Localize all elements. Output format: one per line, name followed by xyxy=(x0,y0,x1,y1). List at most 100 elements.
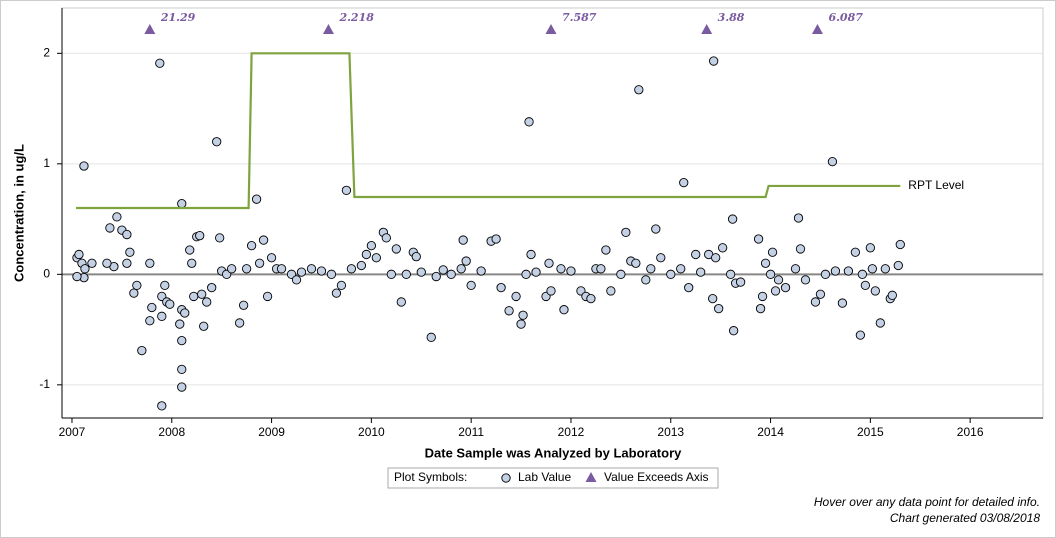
lab-value-point xyxy=(546,286,556,296)
lab-value-point xyxy=(426,332,436,342)
lab-value-point xyxy=(504,306,514,316)
lab-value-point xyxy=(767,247,778,257)
lab-value-point xyxy=(112,212,122,222)
lab-value-point xyxy=(709,56,719,66)
legend-label: Lab Value xyxy=(518,470,571,484)
lab-value-point xyxy=(326,269,337,279)
lab-value-point xyxy=(556,264,566,274)
lab-value-point xyxy=(476,266,486,276)
lab-value-point xyxy=(411,252,421,262)
lab-value-point xyxy=(860,280,871,291)
lab-value-point xyxy=(684,282,694,293)
lab-value-point xyxy=(234,318,245,328)
line-label: RPT Level xyxy=(908,178,964,192)
exceeds-label: 7.587 xyxy=(562,11,597,24)
lab-value-point xyxy=(207,282,217,293)
lab-value-point xyxy=(361,249,372,260)
lab-value-point xyxy=(132,280,142,291)
x-tick-label: 2009 xyxy=(258,425,285,439)
lab-value-point xyxy=(837,298,848,308)
x-tick-label: 2015 xyxy=(857,425,884,439)
lab-value-point xyxy=(177,382,187,392)
lab-value-point xyxy=(79,161,89,171)
lab-value-point xyxy=(790,264,801,274)
lab-value-point xyxy=(336,280,347,291)
lab-value-point xyxy=(157,401,167,411)
rpt-level-line xyxy=(75,52,901,210)
x-tick-label: 2008 xyxy=(158,425,185,439)
lab-value-point xyxy=(195,231,205,241)
lab-value-point xyxy=(755,303,766,314)
lab-value-point xyxy=(793,213,804,223)
lab-value-point xyxy=(795,244,806,254)
lab-value-point xyxy=(438,265,448,275)
lab-value-point xyxy=(524,117,534,127)
y-tick-label: 2 xyxy=(43,45,50,59)
lab-value-point xyxy=(145,316,155,326)
y-tick-label: 1 xyxy=(43,156,50,170)
lab-value-point xyxy=(125,247,135,257)
lab-value-point xyxy=(87,258,97,268)
lab-value-point xyxy=(760,258,771,268)
exceeds-label: 21.29 xyxy=(160,11,196,24)
lab-value-point xyxy=(559,305,569,315)
exceeds-label: 6.087 xyxy=(828,11,863,24)
lab-value-point xyxy=(227,264,237,274)
lab-value-point xyxy=(391,244,401,254)
lab-value-point xyxy=(102,258,112,268)
lab-value-point xyxy=(241,264,252,274)
lab-value-point xyxy=(696,267,706,277)
legend-symbol xyxy=(501,473,511,483)
lab-value-point xyxy=(416,267,426,277)
lab-value-point xyxy=(254,258,265,268)
lab-value-point xyxy=(521,269,531,279)
lab-value-point xyxy=(177,335,187,346)
lab-value-point xyxy=(296,267,307,277)
lab-value-point xyxy=(656,253,666,263)
lab-value-point xyxy=(105,223,115,233)
lab-value-point xyxy=(72,271,82,282)
note: Hover over any data point for detailed i… xyxy=(814,495,1040,509)
lab-value-point xyxy=(850,247,861,257)
legend-label: Value Exceeds Axis xyxy=(604,470,709,484)
lab-value-point xyxy=(331,288,342,298)
lab-value-point xyxy=(145,258,155,268)
y-tick-label: -1 xyxy=(39,377,50,391)
lab-value-point xyxy=(199,321,209,331)
lab-value-point xyxy=(165,299,175,309)
lab-value-point xyxy=(770,286,781,296)
lab-value-point xyxy=(780,282,791,293)
lab-value-point xyxy=(511,291,521,302)
x-tick-label: 2010 xyxy=(358,425,385,439)
lab-value-point xyxy=(189,291,199,302)
lab-value-point xyxy=(646,264,656,274)
lab-value-point xyxy=(491,234,501,244)
lab-value-point xyxy=(238,300,249,310)
lab-value-point xyxy=(202,297,212,307)
lab-value-point xyxy=(621,227,631,237)
exceeds-marker xyxy=(701,24,713,34)
x-tick-label: 2016 xyxy=(957,425,984,439)
lab-value-point xyxy=(708,293,718,304)
lab-value-point xyxy=(855,330,866,340)
lab-value-point xyxy=(691,249,701,260)
x-tick-label: 2013 xyxy=(657,425,684,439)
lab-value-point xyxy=(356,260,367,271)
lab-value-point xyxy=(386,269,396,279)
lab-value-point xyxy=(893,260,903,271)
y-tick-label: 0 xyxy=(43,267,50,281)
exceeds-marker xyxy=(811,24,823,34)
lab-value-point xyxy=(197,289,207,299)
plot-area xyxy=(61,7,1044,419)
lab-value-point xyxy=(180,308,190,318)
lab-value-point xyxy=(725,269,736,279)
lab-value-point xyxy=(820,269,831,279)
lab-value-point xyxy=(631,258,641,268)
exceeds-marker xyxy=(322,24,334,34)
lab-value-point xyxy=(830,266,841,276)
x-tick-label: 2007 xyxy=(59,425,86,439)
lab-value-point xyxy=(461,256,471,266)
lab-value-point xyxy=(401,269,411,279)
lab-value-point xyxy=(396,297,406,307)
lab-value-point xyxy=(366,240,377,251)
